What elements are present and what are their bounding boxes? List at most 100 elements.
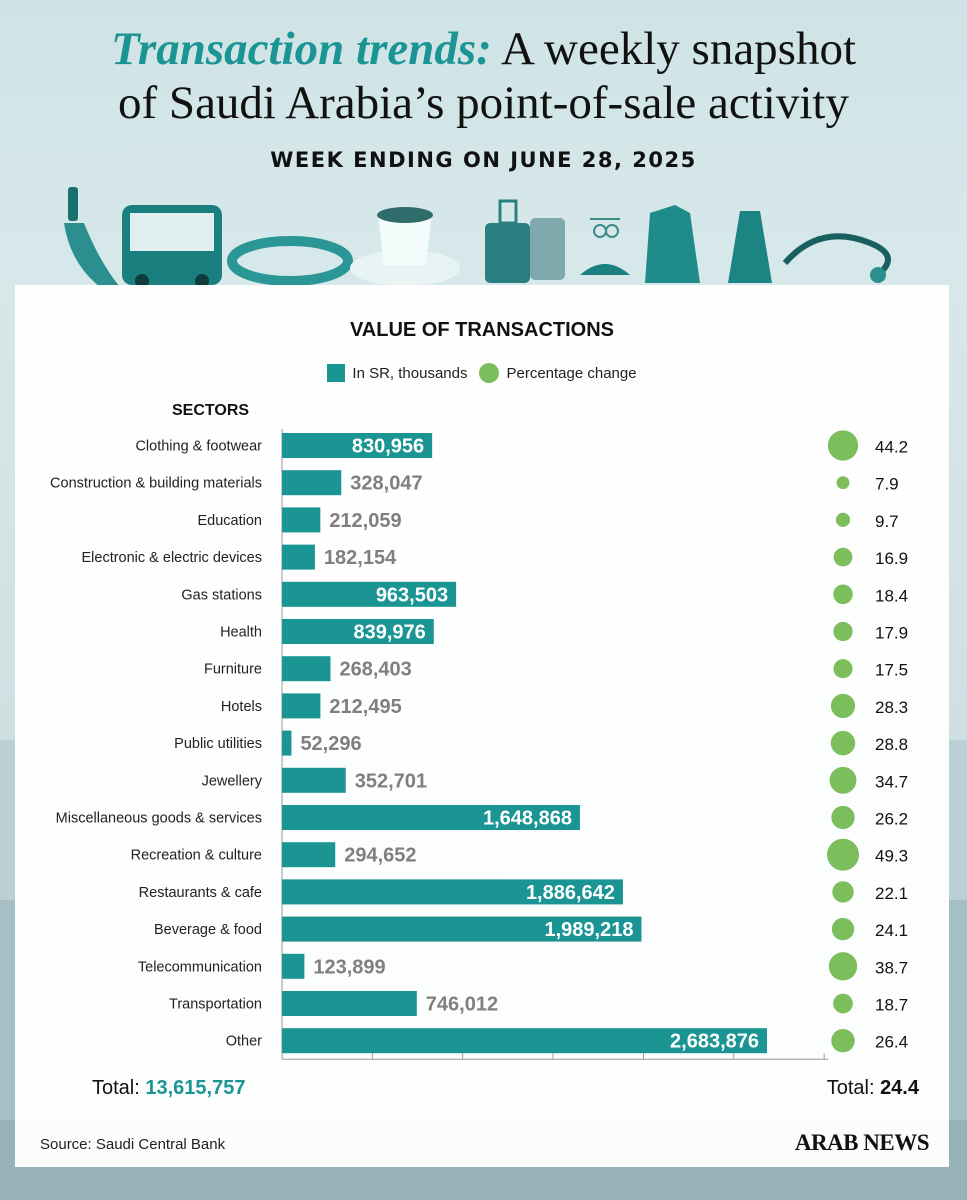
dress-icon <box>728 211 772 283</box>
percentage-bubble <box>833 621 853 642</box>
legend-label-bubble: Percentage change <box>506 364 637 382</box>
source-note: Source: Saudi Central Bank <box>40 1136 226 1153</box>
category-label: Electronic & electric devices <box>81 550 262 566</box>
title-line-2: of Saudi Arabia’s point-of-sale activity <box>118 77 849 129</box>
chart-panel: VALUE OF TRANSACTIONS In SR, thousands P… <box>15 285 949 1167</box>
bar <box>282 991 417 1016</box>
title-accent: Transaction trends: <box>110 23 492 75</box>
category-label: Hotels <box>221 699 262 715</box>
total-percentage-change: Total: 24.4 <box>827 1077 919 1100</box>
legend-swatch-bar <box>327 364 346 382</box>
percentage-bubble <box>833 993 853 1014</box>
bar-value-label: 1,989,218 <box>544 919 633 941</box>
illustration-strip <box>64 187 891 288</box>
percentage-label: 28.3 <box>875 698 908 717</box>
bar <box>282 581 457 607</box>
percentage-bubble <box>830 693 856 719</box>
percentage-label: 49.3 <box>875 847 908 866</box>
bracelet-icon <box>227 236 353 286</box>
bar <box>282 730 292 756</box>
category-label: Education <box>198 513 263 529</box>
percentage-bubble <box>836 476 850 490</box>
category-label: Furniture <box>204 662 262 678</box>
legend-swatch-bubble <box>479 363 500 383</box>
bar <box>282 656 331 682</box>
bar-value-label: 1,886,642 <box>526 882 615 904</box>
sandals-icon <box>580 264 630 275</box>
bar-value-label: 268,403 <box>340 659 412 681</box>
percentage-label: 22.1 <box>875 884 908 903</box>
phone-hand-icon <box>64 187 120 287</box>
bar-value-label: 746,012 <box>426 994 498 1016</box>
percentage-label: 44.2 <box>875 438 908 457</box>
percentage-bubble <box>833 659 853 679</box>
bar-value-label: 963,503 <box>376 584 448 606</box>
category-label: Transportation <box>169 997 262 1013</box>
total-left-label: Total: <box>92 1077 146 1099</box>
category-label: Beverage & food <box>154 922 262 938</box>
bar-value-label: 1,648,868 <box>483 808 572 830</box>
percentage-bubble <box>833 584 853 605</box>
subtitle: WEEK ENDING ON JUNE 28, 2025 <box>270 148 697 172</box>
bar <box>282 805 580 830</box>
stethoscope-icon <box>782 233 891 283</box>
bar-value-label: 294,652 <box>344 845 416 867</box>
bar <box>282 693 321 719</box>
percentage-bubble <box>829 766 857 794</box>
category-label: Restaurants & cafe <box>139 885 262 901</box>
bar <box>282 619 434 644</box>
legend-label-bar: In SR, thousands <box>352 364 468 382</box>
bar-value-label: 830,956 <box>352 436 424 458</box>
percentage-label: 28.8 <box>875 735 908 754</box>
percentage-bubble <box>832 881 854 903</box>
total-value-transactions: Total: 13,615,757 <box>92 1077 245 1100</box>
percentage-label: 26.4 <box>875 1033 908 1052</box>
bar-value-label: 352,701 <box>355 770 427 792</box>
bar-value-label: 2,683,876 <box>670 1031 759 1053</box>
category-label: Public utilities <box>174 736 262 752</box>
category-label: Gas stations <box>181 587 262 603</box>
bar <box>282 879 623 905</box>
percentage-bubble <box>835 512 851 527</box>
bar <box>282 767 346 793</box>
bar <box>282 842 336 868</box>
sectors-header: SECTORS <box>172 402 250 419</box>
coffee-cup-icon <box>350 207 460 286</box>
bus-icon <box>122 205 222 288</box>
bar-value-label: 123,899 <box>313 956 385 978</box>
percentage-bubble <box>828 952 858 981</box>
total-right-label: Total: <box>826 1077 881 1099</box>
bar-chart: Clothing & footwear 830,956 44.2 Constructi… <box>50 429 908 1060</box>
bar-value-label: 212,059 <box>329 510 401 532</box>
category-label: Clothing & footwear <box>135 439 262 455</box>
percentage-bubble <box>831 805 855 830</box>
category-label: Other <box>226 1034 262 1050</box>
percentage-bubble <box>827 430 859 461</box>
bar <box>282 1028 767 1054</box>
bar-value-label: 839,976 <box>353 622 425 644</box>
category-label: Recreation & culture <box>131 848 262 864</box>
percentage-bubble <box>830 730 856 756</box>
percentage-bubble <box>831 917 855 941</box>
jewelry-icon <box>590 218 620 238</box>
bar <box>282 953 305 979</box>
bar <box>282 433 433 458</box>
bar <box>282 916 642 942</box>
bar-value-label: 182,154 <box>324 547 397 569</box>
bar <box>282 544 315 570</box>
page-title: Transaction trends: A weekly snapshot of… <box>0 22 967 130</box>
percentage-label: 17.5 <box>875 661 908 680</box>
category-label: Jewellery <box>202 773 263 789</box>
percentage-label: 18.7 <box>875 996 908 1015</box>
percentage-label: 7.9 <box>875 475 899 494</box>
title-rest: A weekly snapshot <box>491 23 857 75</box>
percentage-bubble <box>831 1028 855 1053</box>
percentage-label: 17.9 <box>875 624 908 643</box>
bar <box>282 470 342 496</box>
luggage-icon <box>485 199 565 283</box>
percentage-bubble <box>833 547 853 567</box>
bar <box>282 507 321 533</box>
category-label: Construction & building materials <box>50 476 262 492</box>
brand-logo: ARAB NEWS <box>794 1130 930 1155</box>
percentage-label: 24.1 <box>875 921 908 940</box>
